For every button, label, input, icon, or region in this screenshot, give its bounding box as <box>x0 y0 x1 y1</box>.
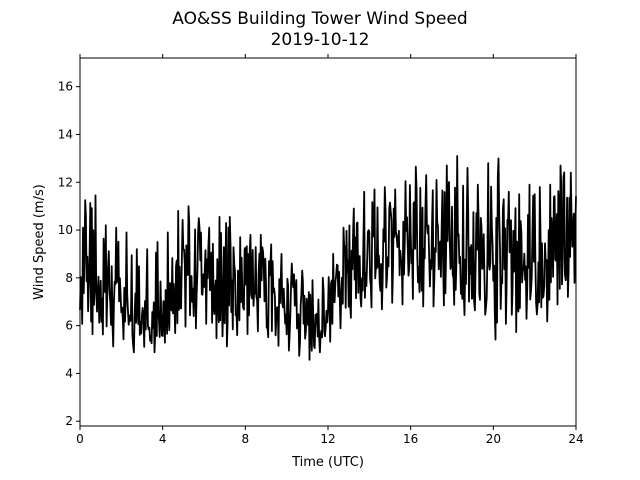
y-axis-label: Wind Speed (m/s) <box>32 184 47 300</box>
y-tick-label: 4 <box>65 366 73 380</box>
x-tick-label: 4 <box>159 432 167 446</box>
y-tick-label: 8 <box>65 271 73 285</box>
x-tick-label: 24 <box>568 432 583 446</box>
x-axis-label: Time (UTC) <box>291 455 364 470</box>
x-axis: 0 4 8 12 16 20 24 <box>76 54 584 446</box>
y-tick-label: 14 <box>58 127 73 141</box>
x-tick-label: 0 <box>76 432 84 446</box>
plot-frame <box>79 57 577 427</box>
chart-title: AO&SS Building Tower Wind Speed <box>172 9 467 29</box>
x-tick-label: 16 <box>403 432 418 446</box>
y-tick-label: 2 <box>65 414 73 428</box>
y-tick-label: 10 <box>58 223 73 237</box>
series-layer <box>79 155 577 361</box>
y-tick-label: 16 <box>58 80 73 94</box>
wind-speed-series-line <box>79 155 577 361</box>
y-tick-label: 6 <box>65 319 73 333</box>
plot-area <box>79 57 577 427</box>
x-tick-label: 20 <box>486 432 501 446</box>
y-axis: 2 4 6 8 10 12 14 16 <box>58 80 80 428</box>
x-tick-label: 8 <box>242 432 250 446</box>
chart-subtitle: 2019-10-12 <box>271 30 370 50</box>
x-tick-label: 12 <box>320 432 335 446</box>
y-tick-label: 12 <box>58 175 73 189</box>
